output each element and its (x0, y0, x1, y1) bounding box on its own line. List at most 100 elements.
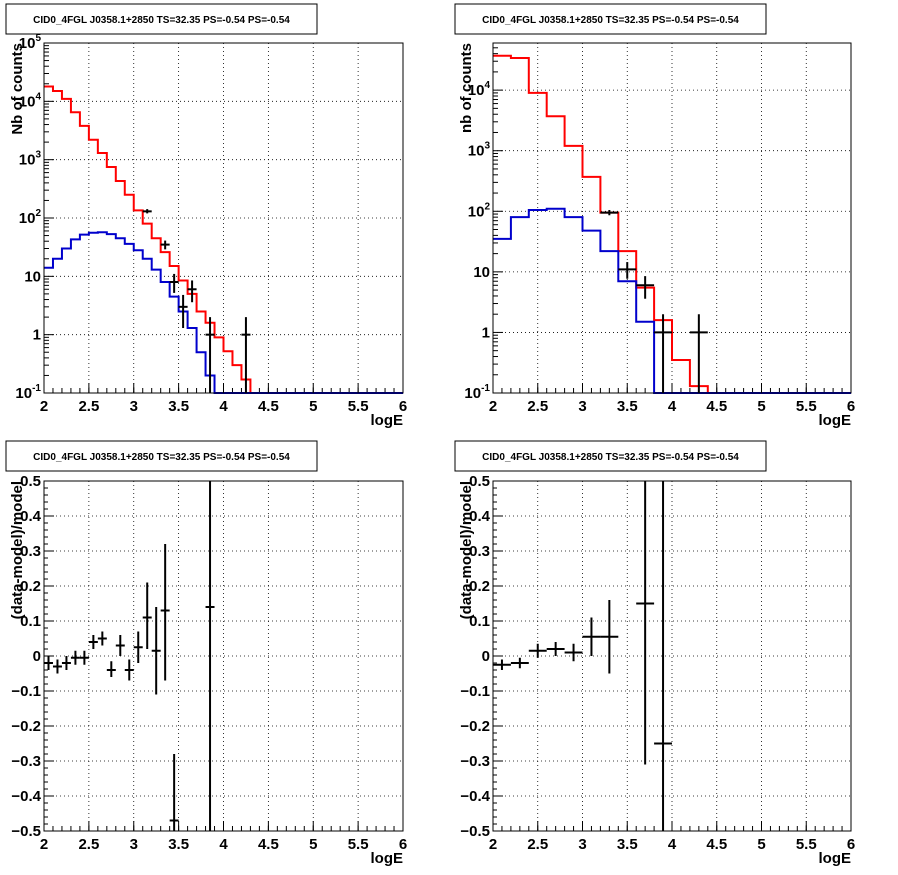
y-tick-label: 10 (24, 268, 41, 285)
y-tick-label: −0.4 (460, 788, 490, 805)
x-tick-label: 2.5 (78, 398, 99, 415)
x-tick-label: 2.5 (527, 836, 548, 853)
data-point (52, 659, 62, 674)
data-point (178, 294, 188, 329)
x-tick-label: 2.5 (527, 398, 548, 415)
x-axis-title: logE (819, 850, 852, 867)
data-point (169, 273, 179, 293)
y-tick-label: −0.2 (11, 718, 41, 735)
y-tick-label: 0 (482, 648, 490, 665)
y-tick-label: −0.3 (460, 753, 490, 770)
x-tick-label: 5.5 (796, 398, 817, 415)
series-line-total-model (493, 54, 851, 394)
y-tick-label: −0.1 (11, 683, 41, 700)
x-tick-label: 6 (847, 398, 855, 415)
y-tick-label: 103 (468, 141, 491, 160)
data-point (528, 643, 547, 658)
data-point (61, 656, 71, 670)
x-tick-label: 3 (130, 836, 138, 853)
data-point (636, 276, 655, 299)
data-point (44, 656, 53, 670)
x-tick-label: 2 (40, 398, 48, 415)
chart-panel-4: 2 2.5 3 3.5 4 4.5 5 5.5 6 −0.5 −0.4 −0.3 −0.2 −0.1 0 0.… (454, 440, 855, 867)
x-tick-label: 3.5 (617, 398, 638, 415)
x-tick-label: 6 (399, 836, 407, 853)
y-tick-label: 0.5 (469, 473, 490, 490)
x-tick-label: 4.5 (258, 398, 279, 415)
x-tick-label: 4 (668, 398, 677, 415)
data-point (510, 657, 529, 669)
data-point (160, 544, 170, 681)
y-tick-label: 10-1 (15, 383, 41, 402)
y-tick-label: 0.3 (20, 543, 41, 560)
x-tick-label: 5.5 (348, 836, 369, 853)
x-axis-title: logE (371, 850, 404, 867)
data-point (169, 754, 179, 831)
data-points (600, 209, 708, 393)
y-tick-label: 105 (19, 33, 42, 52)
y-tick-label: −0.4 (11, 788, 41, 805)
chart-title: CID0_4FGL J0358.1+2850 TS=32.35 PS=-0.54… (33, 452, 290, 463)
data-point (564, 643, 583, 662)
y-axis-title: Nb of counts (9, 43, 26, 135)
data-point (689, 314, 708, 393)
y-tick-label: −0.2 (460, 718, 490, 735)
x-tick-label: 6 (847, 836, 855, 853)
y-tick-label: 10 (473, 264, 490, 281)
x-tick-label: 2.5 (78, 836, 99, 853)
data-point (160, 240, 170, 250)
title-box (5, 440, 318, 472)
x-axis-title: logE (371, 412, 404, 429)
x-tick-label: 2 (40, 836, 48, 853)
data-point (187, 280, 197, 303)
grid (493, 481, 851, 831)
data-points (493, 481, 672, 831)
x-tick-label: 3 (130, 398, 138, 415)
y-tick-label: 0.4 (20, 508, 42, 525)
data-point (142, 209, 152, 214)
x-tick-label: 3 (578, 398, 586, 415)
data-point (70, 650, 80, 665)
x-tick-label: 3 (578, 836, 586, 853)
data-point (600, 209, 619, 216)
x-tick-label: 5 (757, 836, 765, 853)
data-point (654, 481, 672, 831)
x-tick-label: 6 (399, 398, 407, 415)
x-tick-label: 2 (489, 836, 497, 853)
x-axis-title: logE (819, 412, 852, 429)
x-tick-label: 5 (757, 398, 765, 415)
y-axis-title: nb of counts (458, 43, 475, 133)
x-tick-label: 4.5 (258, 836, 279, 853)
data-point (654, 314, 672, 393)
x-tick-label: 5 (309, 836, 317, 853)
series-line-source (44, 231, 403, 394)
y-tick-label: −0.5 (460, 823, 490, 840)
data-point (205, 317, 215, 393)
x-tick-label: 3.5 (168, 836, 189, 853)
x-tick-label: 4 (219, 398, 228, 415)
data-point (546, 642, 565, 656)
x-tick-label: 2 (489, 398, 497, 415)
x-tick-label: 4.5 (706, 398, 727, 415)
x-tick-label: 5.5 (796, 836, 817, 853)
data-point (582, 617, 601, 656)
data-point (205, 481, 215, 831)
title-box (454, 3, 767, 35)
y-tick-label: 0.1 (469, 613, 490, 630)
title-box (454, 440, 767, 472)
x-tick-label: 4 (219, 836, 228, 853)
data-point (142, 582, 152, 649)
data-point (133, 631, 143, 663)
x-tick-label: 3.5 (617, 836, 638, 853)
data-point (493, 659, 511, 670)
y-tick-label: 0.3 (469, 543, 490, 560)
y-tick-label: 0.2 (469, 578, 490, 595)
y-tick-label: 104 (468, 80, 491, 99)
data-point (241, 317, 251, 393)
y-tick-label: 102 (468, 201, 491, 220)
chart-title: CID0_4FGL J0358.1+2850 TS=32.35 PS=-0.54… (33, 15, 290, 26)
y-tick-label: −0.1 (460, 683, 490, 700)
data-point (600, 600, 619, 674)
y-tick-label: −0.3 (11, 753, 41, 770)
